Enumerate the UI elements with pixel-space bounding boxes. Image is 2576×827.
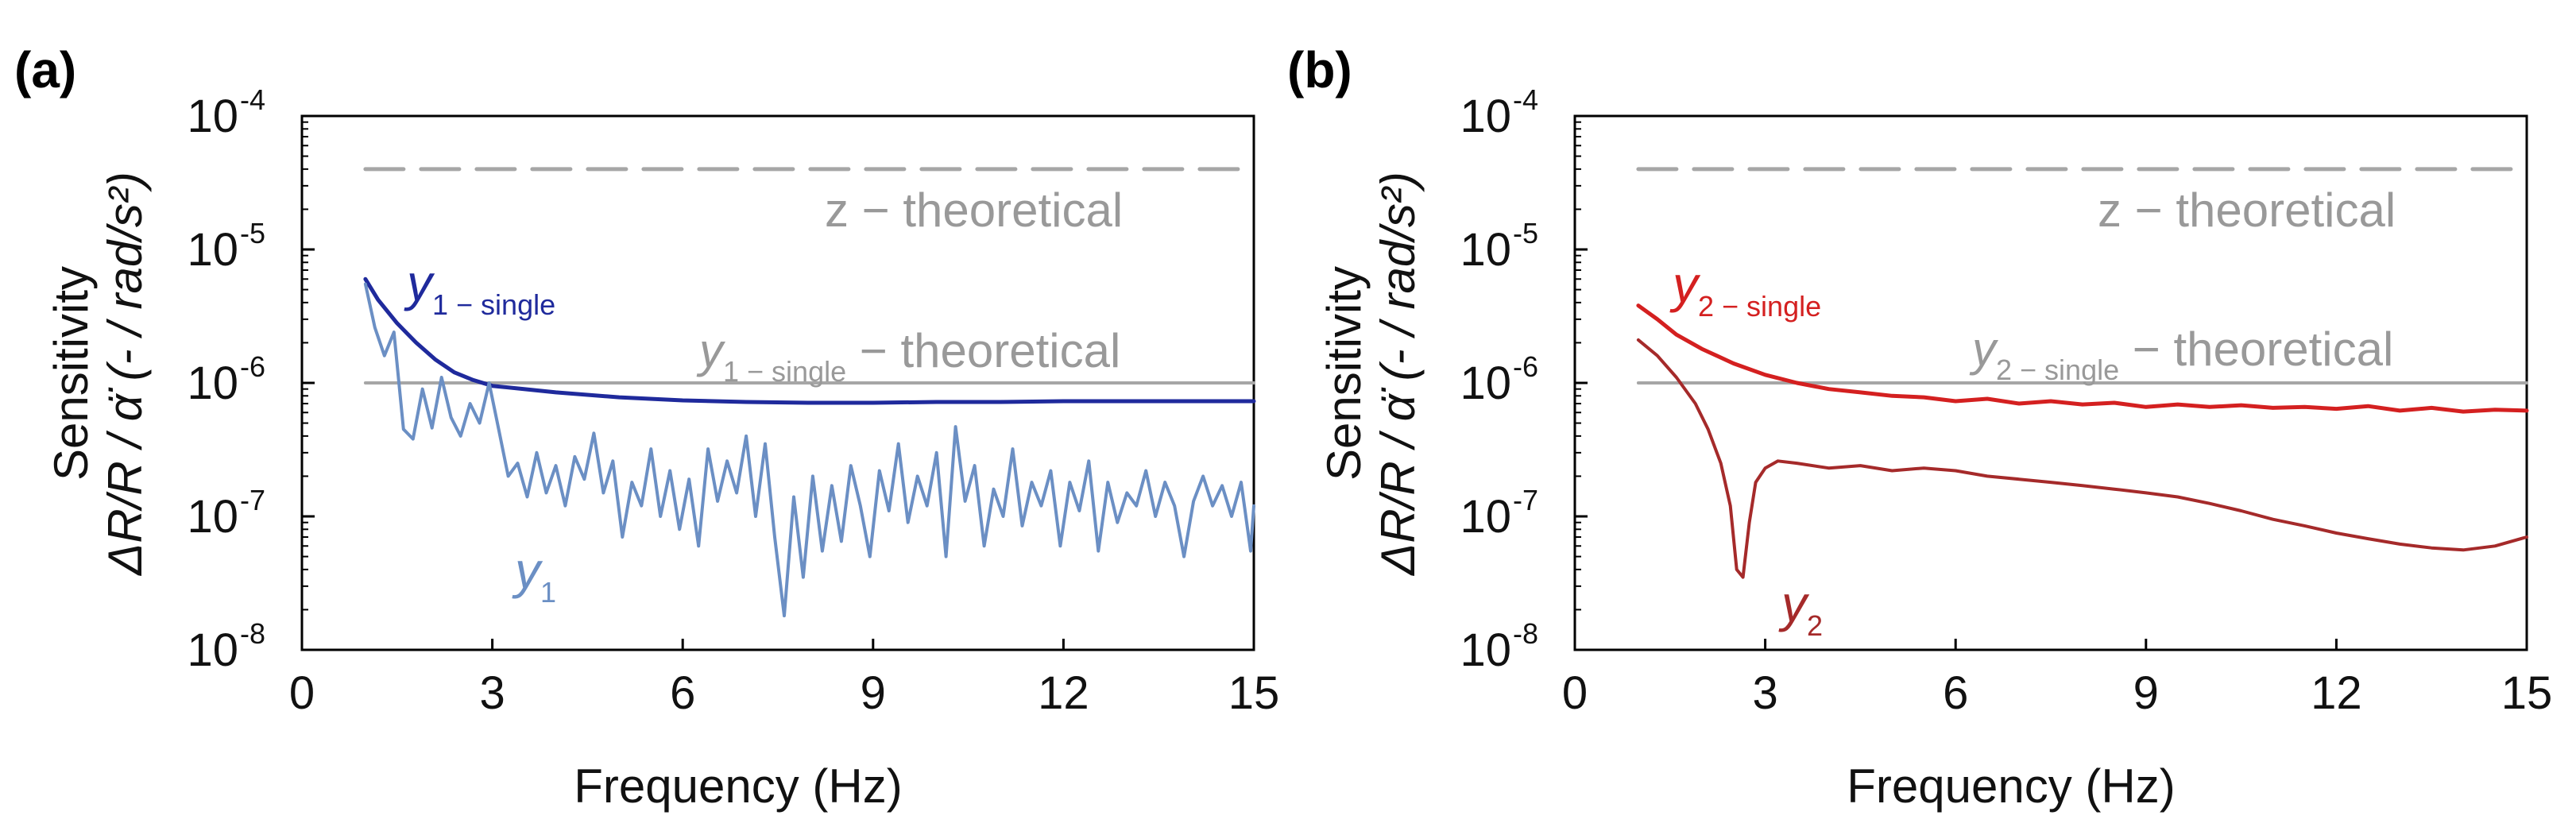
y-tick-label: 10 [187,91,238,142]
single-theoretical-label: y1 − single − theoretical [696,324,1120,388]
x-axis-title: Frequency (Hz) [1847,759,2175,813]
x-tick-label: 15 [2501,667,2553,719]
x-tick-label: 3 [479,667,505,719]
series-line [363,282,1255,618]
annotations: z − theoretical y1 − single − theoretica… [404,184,1123,609]
y-tick-label: 10 [187,491,238,543]
x-tick-label: 0 [289,667,315,719]
x-tick-label: 9 [861,667,886,719]
y-tick-label: 10 [1460,624,1511,676]
y-tick-exponent: -7 [1513,484,1538,516]
single-curve-label: y2 − single [1669,256,1821,323]
x-tick-label: 6 [670,667,695,719]
y-tick-label: 10 [187,224,238,276]
x-tick-label: 12 [2311,667,2362,719]
series-line [1636,303,2529,414]
plot-area [363,167,1256,618]
y-axis-title-line2: ΔR/R / α̈ (- / rad/s²) [1371,172,1425,577]
y-tick-exponent: -8 [1513,617,1538,650]
x-tick-label: 15 [1228,667,1280,719]
curve-label: y1 [512,542,556,609]
y-tick-label: 10 [187,357,238,409]
panel-label: (b) [1287,41,1352,99]
series-line [1636,338,2528,579]
y-axis-title-line1: Sensitivity [44,266,98,481]
x-axis-title: Frequency (Hz) [574,759,902,813]
y-axis-title-line1: Sensitivity [1317,266,1371,481]
y-tick-exponent: -4 [240,83,265,116]
z-theoretical-label: z − theoretical [825,184,1123,237]
single-curve-label: y1 − single [404,254,555,321]
y-axis-title-line2: ΔR/R / α̈ (- / rad/s²) [99,172,152,577]
y-tick-exponent: -6 [240,350,265,383]
y-tick-exponent: -5 [1513,217,1538,249]
curve-label: y2 [1778,575,1823,642]
y-tick-label: 10 [1460,491,1511,543]
y-tick-label: 10 [1460,224,1511,276]
y-tick-exponent: -5 [240,217,265,249]
y-tick-label: 10 [187,624,238,676]
x-tick-label: 0 [1562,667,1588,719]
y-tick-label: 10 [1460,357,1511,409]
panel-label: (a) [14,41,76,99]
panel-a: (a) Sensitivity ΔR/R / α̈ (- / rad/s²) F… [14,41,1279,813]
single-theoretical-label: y2 − single − theoretical [1969,323,2393,386]
panel-b: (b) Sensitivity ΔR/R / α̈ (- / rad/s²) F… [1287,41,2552,813]
y-tick-exponent: -6 [1513,350,1538,383]
x-tick-label: 3 [1752,667,1777,719]
y-tick-label: 10 [1460,91,1511,142]
x-tick-label: 9 [2133,667,2159,719]
y-tick-exponent: -8 [240,617,265,650]
plot-area [1636,167,2529,579]
x-tick-label: 6 [1943,667,1968,719]
annotations: z − theoretical y2 − single − theoretica… [1669,184,2396,642]
y-tick-exponent: -7 [240,484,265,516]
z-theoretical-label: z − theoretical [2098,184,2396,237]
series-line [363,276,1256,405]
x-tick-label: 12 [1038,667,1089,719]
y-tick-exponent: -4 [1513,83,1538,116]
